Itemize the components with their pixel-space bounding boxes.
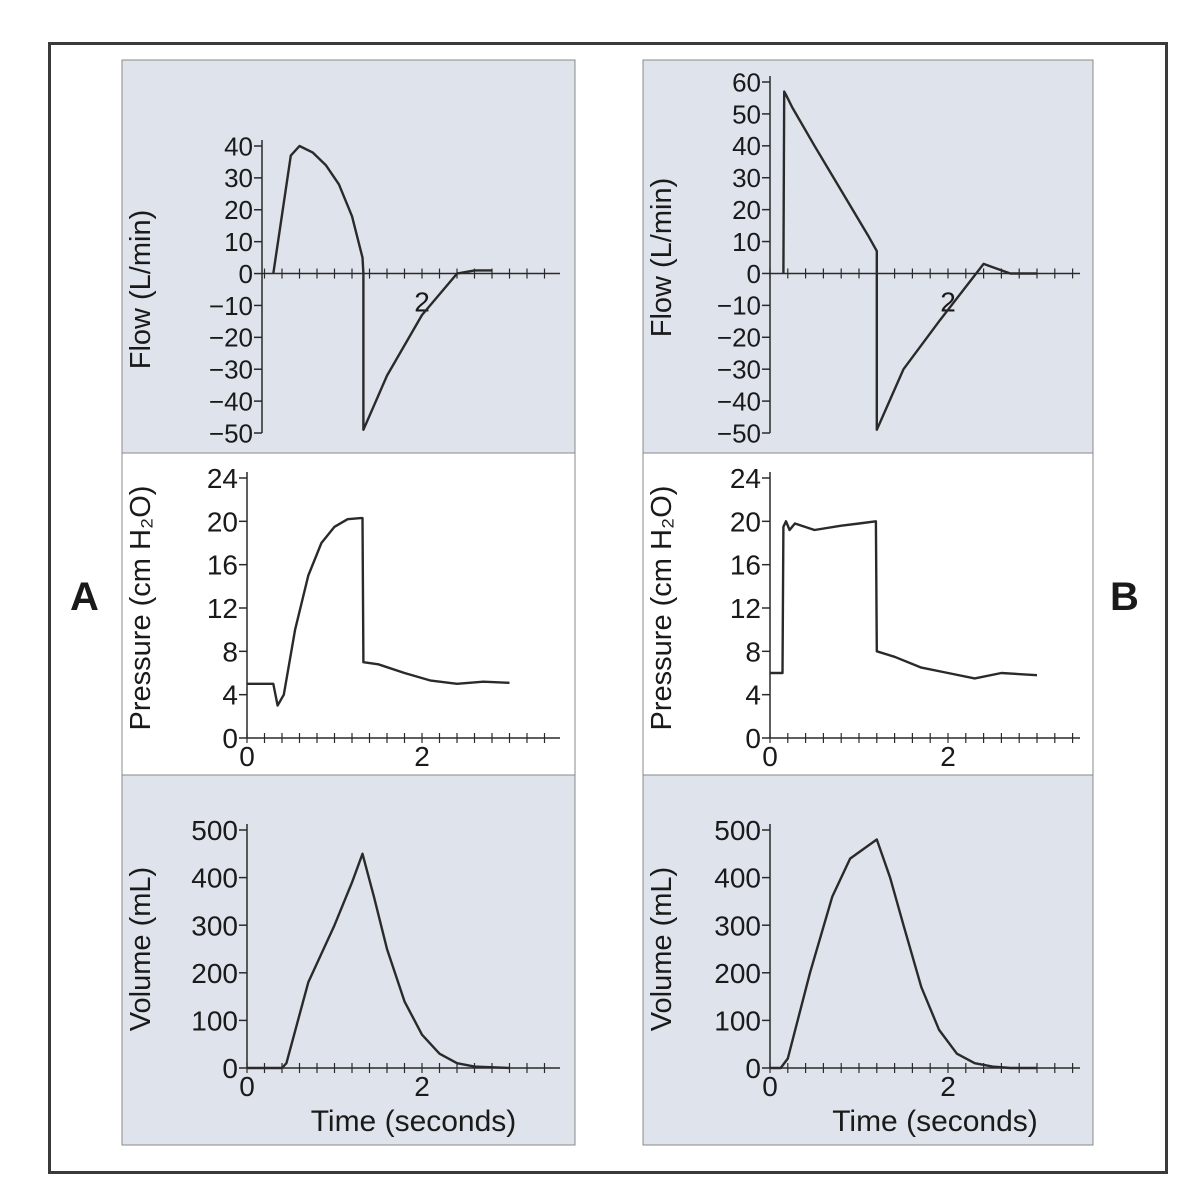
y-tick-label: 0 bbox=[745, 1053, 761, 1084]
chart-b-volume: 500 400 300 200 100 00 2 Volume (mL) Time (secon… bbox=[642, 774, 1094, 1146]
y-axis-label: Flow (L/min) bbox=[646, 178, 678, 338]
y-tick-label: 4 bbox=[222, 680, 238, 711]
x-tick-label: 2 bbox=[940, 286, 956, 317]
panel-label-a: A bbox=[70, 575, 99, 619]
y-tick-label: −30 bbox=[717, 355, 761, 385]
y-axis-label: Flow (L/min) bbox=[125, 210, 157, 370]
y-tick-label: 20 bbox=[732, 195, 761, 225]
y-tick-label: 300 bbox=[714, 910, 761, 941]
series-line bbox=[247, 516, 510, 707]
y-tick-label: 500 bbox=[191, 815, 238, 846]
x-tick-label: 0 bbox=[239, 1071, 255, 1102]
y-tick-label: 10 bbox=[732, 227, 761, 257]
chart-background bbox=[121, 452, 576, 776]
y-axis-label: Volume (mL) bbox=[125, 867, 157, 1031]
x-tick-label: 2 bbox=[940, 1071, 956, 1102]
y-tick-label: −30 bbox=[209, 355, 253, 385]
series-line bbox=[782, 90, 1037, 431]
y-tick-label: 4 bbox=[745, 680, 761, 711]
x-tick-label: 2 bbox=[414, 1071, 430, 1102]
chart-background bbox=[642, 452, 1094, 776]
y-tick-label: 500 bbox=[714, 815, 761, 846]
x-tick-label: 0 bbox=[762, 741, 778, 772]
series-line bbox=[272, 144, 492, 431]
y-tick-label: 16 bbox=[207, 550, 238, 581]
x-tick-label: 2 bbox=[940, 741, 956, 772]
y-tick-label: 400 bbox=[714, 863, 761, 894]
chart-background bbox=[642, 59, 1094, 454]
y-tick-label: 0 bbox=[222, 1053, 238, 1084]
x-tick-label: 0 bbox=[239, 741, 255, 772]
y-axis-label: Pressure (cm H₂O) bbox=[125, 486, 157, 731]
y-axis-label: Pressure (cm H₂O) bbox=[646, 486, 678, 731]
x-axis-label: Time (seconds) bbox=[832, 1105, 1038, 1138]
chart-a-volume: 500 400 300 200 100 00 2 Volume (mL) Time (secon… bbox=[121, 774, 576, 1146]
y-tick-label: 12 bbox=[207, 593, 238, 624]
y-tick-label: −50 bbox=[717, 418, 761, 448]
x-tick-label: 2 bbox=[414, 287, 430, 318]
series-line bbox=[247, 852, 510, 1070]
y-tick-label: 300 bbox=[191, 910, 238, 941]
x-axis-label: Time (seconds) bbox=[311, 1105, 517, 1138]
panel-label-b: B bbox=[1110, 575, 1139, 619]
y-tick-label: −40 bbox=[209, 386, 253, 416]
chart-background bbox=[121, 59, 576, 454]
y-tick-label: 0 bbox=[239, 259, 253, 289]
y-tick-label: 40 bbox=[224, 131, 253, 161]
y-tick-label: 20 bbox=[207, 506, 238, 537]
series-line bbox=[770, 520, 1038, 680]
y-tick-label: −20 bbox=[717, 323, 761, 353]
y-tick-label: 200 bbox=[714, 958, 761, 989]
y-tick-label: 100 bbox=[714, 1005, 761, 1036]
series-line bbox=[770, 838, 1037, 1070]
y-tick-label: 0 bbox=[222, 723, 238, 754]
y-tick-label: 50 bbox=[732, 99, 761, 129]
y-tick-label: −40 bbox=[717, 386, 761, 416]
y-tick-label: 40 bbox=[732, 131, 761, 161]
y-tick-label: −50 bbox=[209, 418, 253, 448]
y-tick-label: 100 bbox=[191, 1005, 238, 1036]
y-tick-label: 8 bbox=[745, 636, 761, 667]
y-tick-label: −20 bbox=[209, 323, 253, 353]
y-tick-label: 12 bbox=[730, 593, 761, 624]
x-tick-label: 2 bbox=[414, 741, 430, 772]
x-tick-label: 0 bbox=[762, 1071, 778, 1102]
y-tick-label: 30 bbox=[224, 163, 253, 193]
y-tick-label: 60 bbox=[732, 67, 761, 97]
y-axis-label: Volume (mL) bbox=[646, 867, 678, 1031]
y-tick-label: 400 bbox=[191, 863, 238, 894]
chart-background bbox=[642, 774, 1094, 1146]
y-tick-label: 0 bbox=[745, 723, 761, 754]
y-tick-label: 24 bbox=[730, 463, 761, 494]
chart-background bbox=[121, 774, 576, 1146]
y-tick-label: 24 bbox=[207, 463, 238, 494]
y-tick-label: 20 bbox=[730, 506, 761, 537]
y-tick-label: 10 bbox=[224, 227, 253, 257]
y-tick-label: −10 bbox=[717, 291, 761, 321]
y-tick-label: 200 bbox=[191, 958, 238, 989]
y-tick-label: 8 bbox=[222, 636, 238, 667]
y-tick-label: 20 bbox=[224, 195, 253, 225]
y-tick-label: −10 bbox=[209, 291, 253, 321]
y-tick-label: 0 bbox=[747, 259, 761, 289]
y-tick-label: 16 bbox=[730, 550, 761, 581]
y-tick-label: 30 bbox=[732, 163, 761, 193]
